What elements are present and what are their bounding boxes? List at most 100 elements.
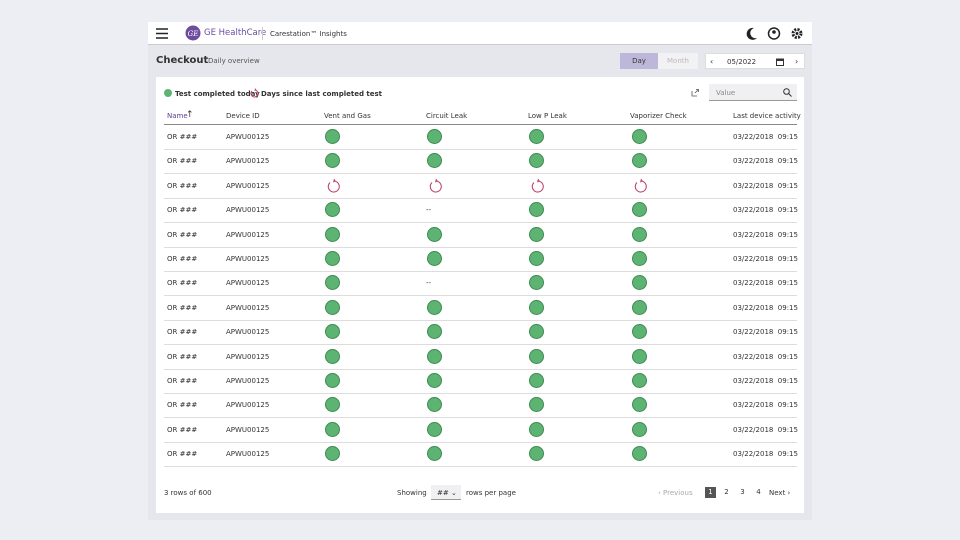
column-header[interactable]: Vent and Gas [324, 112, 371, 120]
row-divider [164, 173, 797, 175]
status-complete [427, 129, 442, 144]
column-header[interactable]: Circuit Leak [426, 112, 468, 120]
next-page[interactable]: Next › [769, 489, 791, 497]
status-complete [325, 202, 340, 218]
search-box[interactable]: Value [709, 84, 797, 101]
page-number[interactable]: 1 [705, 487, 716, 498]
app-name: Carestation™ Insights [270, 30, 347, 38]
per-page-select[interactable]: ## ⌄ [431, 485, 461, 500]
status-complete [427, 324, 442, 340]
row-divider [164, 197, 797, 199]
view-month[interactable]: Month [658, 53, 698, 69]
column-header[interactable]: Vaporizer Check [630, 112, 687, 120]
row-divider [164, 466, 797, 468]
status-complete [529, 324, 544, 340]
next[interactable]: › [795, 57, 799, 66]
header-icons[interactable] [746, 27, 806, 40]
row-divider [164, 344, 797, 346]
last-activity: 03/22/2018 09:15 [733, 352, 798, 361]
last-activity: 03/22/2018 09:15 [733, 230, 798, 239]
status-complete [632, 324, 647, 340]
row-divider [164, 246, 797, 248]
status-complete [325, 421, 340, 437]
status-complete [632, 446, 647, 462]
status-complete [325, 299, 340, 315]
page-number[interactable]: 3 [740, 488, 745, 496]
device-id: APWU00125 [226, 279, 270, 288]
prev[interactable]: ‹ [710, 57, 714, 66]
export-icon[interactable] [691, 89, 699, 97]
calendar-icon[interactable] [776, 58, 784, 66]
device-id: APWU00125 [226, 206, 270, 215]
date-picker[interactable]: ‹ 05/2022 › [705, 53, 805, 69]
status-complete [325, 275, 340, 291]
status-complete [529, 129, 544, 144]
status-complete [325, 251, 340, 266]
device-id: APWU00125 [226, 328, 270, 337]
row-divider [164, 271, 797, 272]
device-name: OR ### [167, 206, 198, 215]
view-day[interactable]: Day [620, 53, 658, 69]
status-complete [325, 226, 340, 242]
menu-icon[interactable] [156, 28, 168, 39]
header-line [164, 124, 797, 125]
device-id: APWU00125 [226, 255, 270, 263]
status-complete [529, 202, 544, 218]
column-header[interactable]: Last device activity [733, 112, 801, 120]
status-complete [325, 153, 340, 169]
next-label: Next [769, 489, 786, 497]
prev-label: Previous [663, 489, 693, 497]
status-complete [325, 324, 340, 340]
row-divider [164, 295, 797, 297]
page-number[interactable]: 2 [724, 488, 729, 496]
device-id: APWU00125 [226, 401, 270, 410]
status-complete [529, 348, 544, 364]
last-activity: 03/22/2018 09:15 [733, 401, 798, 410]
status-complete [427, 251, 442, 266]
device-id: APWU00125 [226, 377, 270, 385]
status-complete [427, 226, 442, 242]
status-complete [427, 421, 442, 437]
column-header[interactable]: Device ID [226, 112, 260, 120]
brand: GE HealthCare [204, 28, 267, 38]
status-complete [632, 251, 647, 266]
sort-icon[interactable]: ↑ [186, 110, 194, 120]
device-id: APWU00125 [226, 133, 270, 141]
legend-days: Days since last completed test [261, 90, 382, 98]
last-activity: 03/22/2018 09:15 [733, 303, 798, 312]
device-name: OR ### [167, 401, 198, 410]
status-complete [632, 275, 647, 291]
status-complete [325, 348, 340, 364]
status-complete [529, 397, 544, 413]
device-id: APWU00125 [226, 181, 270, 190]
prev-page[interactable]: ‹ Previous [658, 489, 693, 497]
status-complete [632, 226, 647, 242]
device-name: OR ### [167, 377, 198, 385]
status-complete [529, 153, 544, 169]
device-name: OR ### [167, 328, 198, 337]
status-complete [427, 373, 442, 388]
page-number[interactable]: 4 [756, 488, 761, 496]
status-complete [529, 275, 544, 291]
last-activity: 03/22/2018 09:15 [733, 279, 798, 288]
column-header[interactable]: Name [167, 112, 188, 120]
device-name: OR ### [167, 303, 198, 312]
device-id: APWU00125 [226, 157, 270, 166]
divider [262, 27, 263, 40]
page-title: Checkout [156, 55, 209, 66]
device-name: OR ### [167, 279, 198, 288]
last-activity: 03/22/2018 09:15 [733, 206, 798, 215]
status-overdue [428, 178, 442, 196]
row-divider [164, 417, 797, 419]
status-complete [632, 373, 647, 388]
status-overdue [633, 178, 647, 196]
status-complete [325, 397, 340, 413]
status-complete [632, 421, 647, 437]
last-activity: 03/22/2018 09:15 [733, 425, 798, 434]
last-activity: 03/22/2018 09:15 [733, 255, 798, 263]
column-header[interactable]: Low P Leak [528, 112, 567, 120]
status-complete [632, 397, 647, 413]
status-complete [529, 251, 544, 266]
device-id: APWU00125 [226, 230, 270, 239]
